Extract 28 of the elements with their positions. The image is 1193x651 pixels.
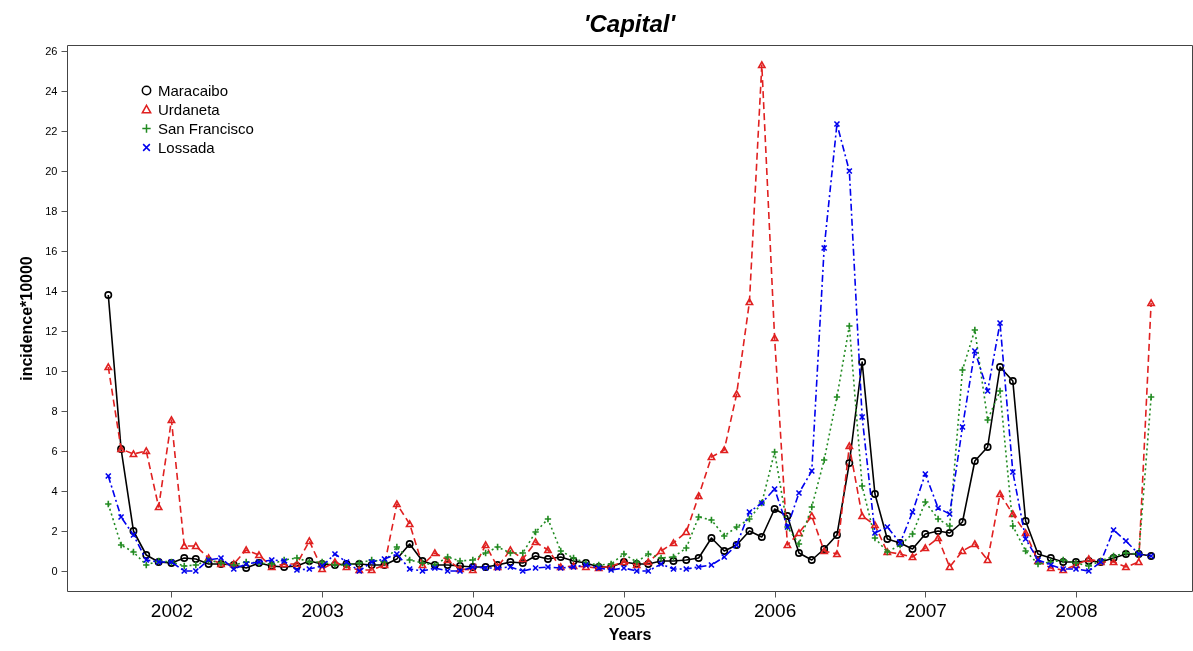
x-tick-label: 2007 bbox=[904, 599, 947, 621]
legend-label: Maracaibo bbox=[158, 81, 229, 99]
legend-label: Urdaneta bbox=[158, 100, 221, 118]
x-axis-title: Years bbox=[608, 625, 652, 643]
y-tick-label: 8 bbox=[51, 404, 58, 417]
y-tick-label: 14 bbox=[45, 284, 58, 297]
x-tick-label: 2003 bbox=[301, 599, 344, 621]
chart-title: 'Capital' bbox=[583, 10, 677, 37]
y-tick-label: 18 bbox=[45, 204, 58, 217]
legend-label: San Francisco bbox=[158, 119, 254, 137]
y-tick-label: 4 bbox=[51, 484, 58, 497]
legend-label: Lossada bbox=[158, 138, 216, 156]
x-tick-label: 2002 bbox=[150, 599, 194, 621]
x-tick-label: 2005 bbox=[603, 599, 646, 621]
y-tick-label: 12 bbox=[45, 324, 58, 337]
x-tick-label: 2008 bbox=[1055, 599, 1098, 621]
y-tick-label: 2 bbox=[51, 524, 58, 537]
y-tick-label: 10 bbox=[45, 364, 58, 377]
y-tick-label: 20 bbox=[45, 164, 58, 177]
y-tick-label: 26 bbox=[45, 44, 58, 57]
y-tick-label: 24 bbox=[45, 84, 58, 97]
y-tick-label: 6 bbox=[51, 444, 58, 457]
y-tick-label: 22 bbox=[45, 124, 58, 137]
y-tick-label: 16 bbox=[45, 244, 58, 257]
y-axis-title: incidence*10000 bbox=[18, 256, 36, 381]
y-tick-label: 0 bbox=[51, 564, 58, 577]
x-tick-label: 2004 bbox=[452, 599, 495, 621]
x-tick-label: 2006 bbox=[753, 599, 797, 621]
